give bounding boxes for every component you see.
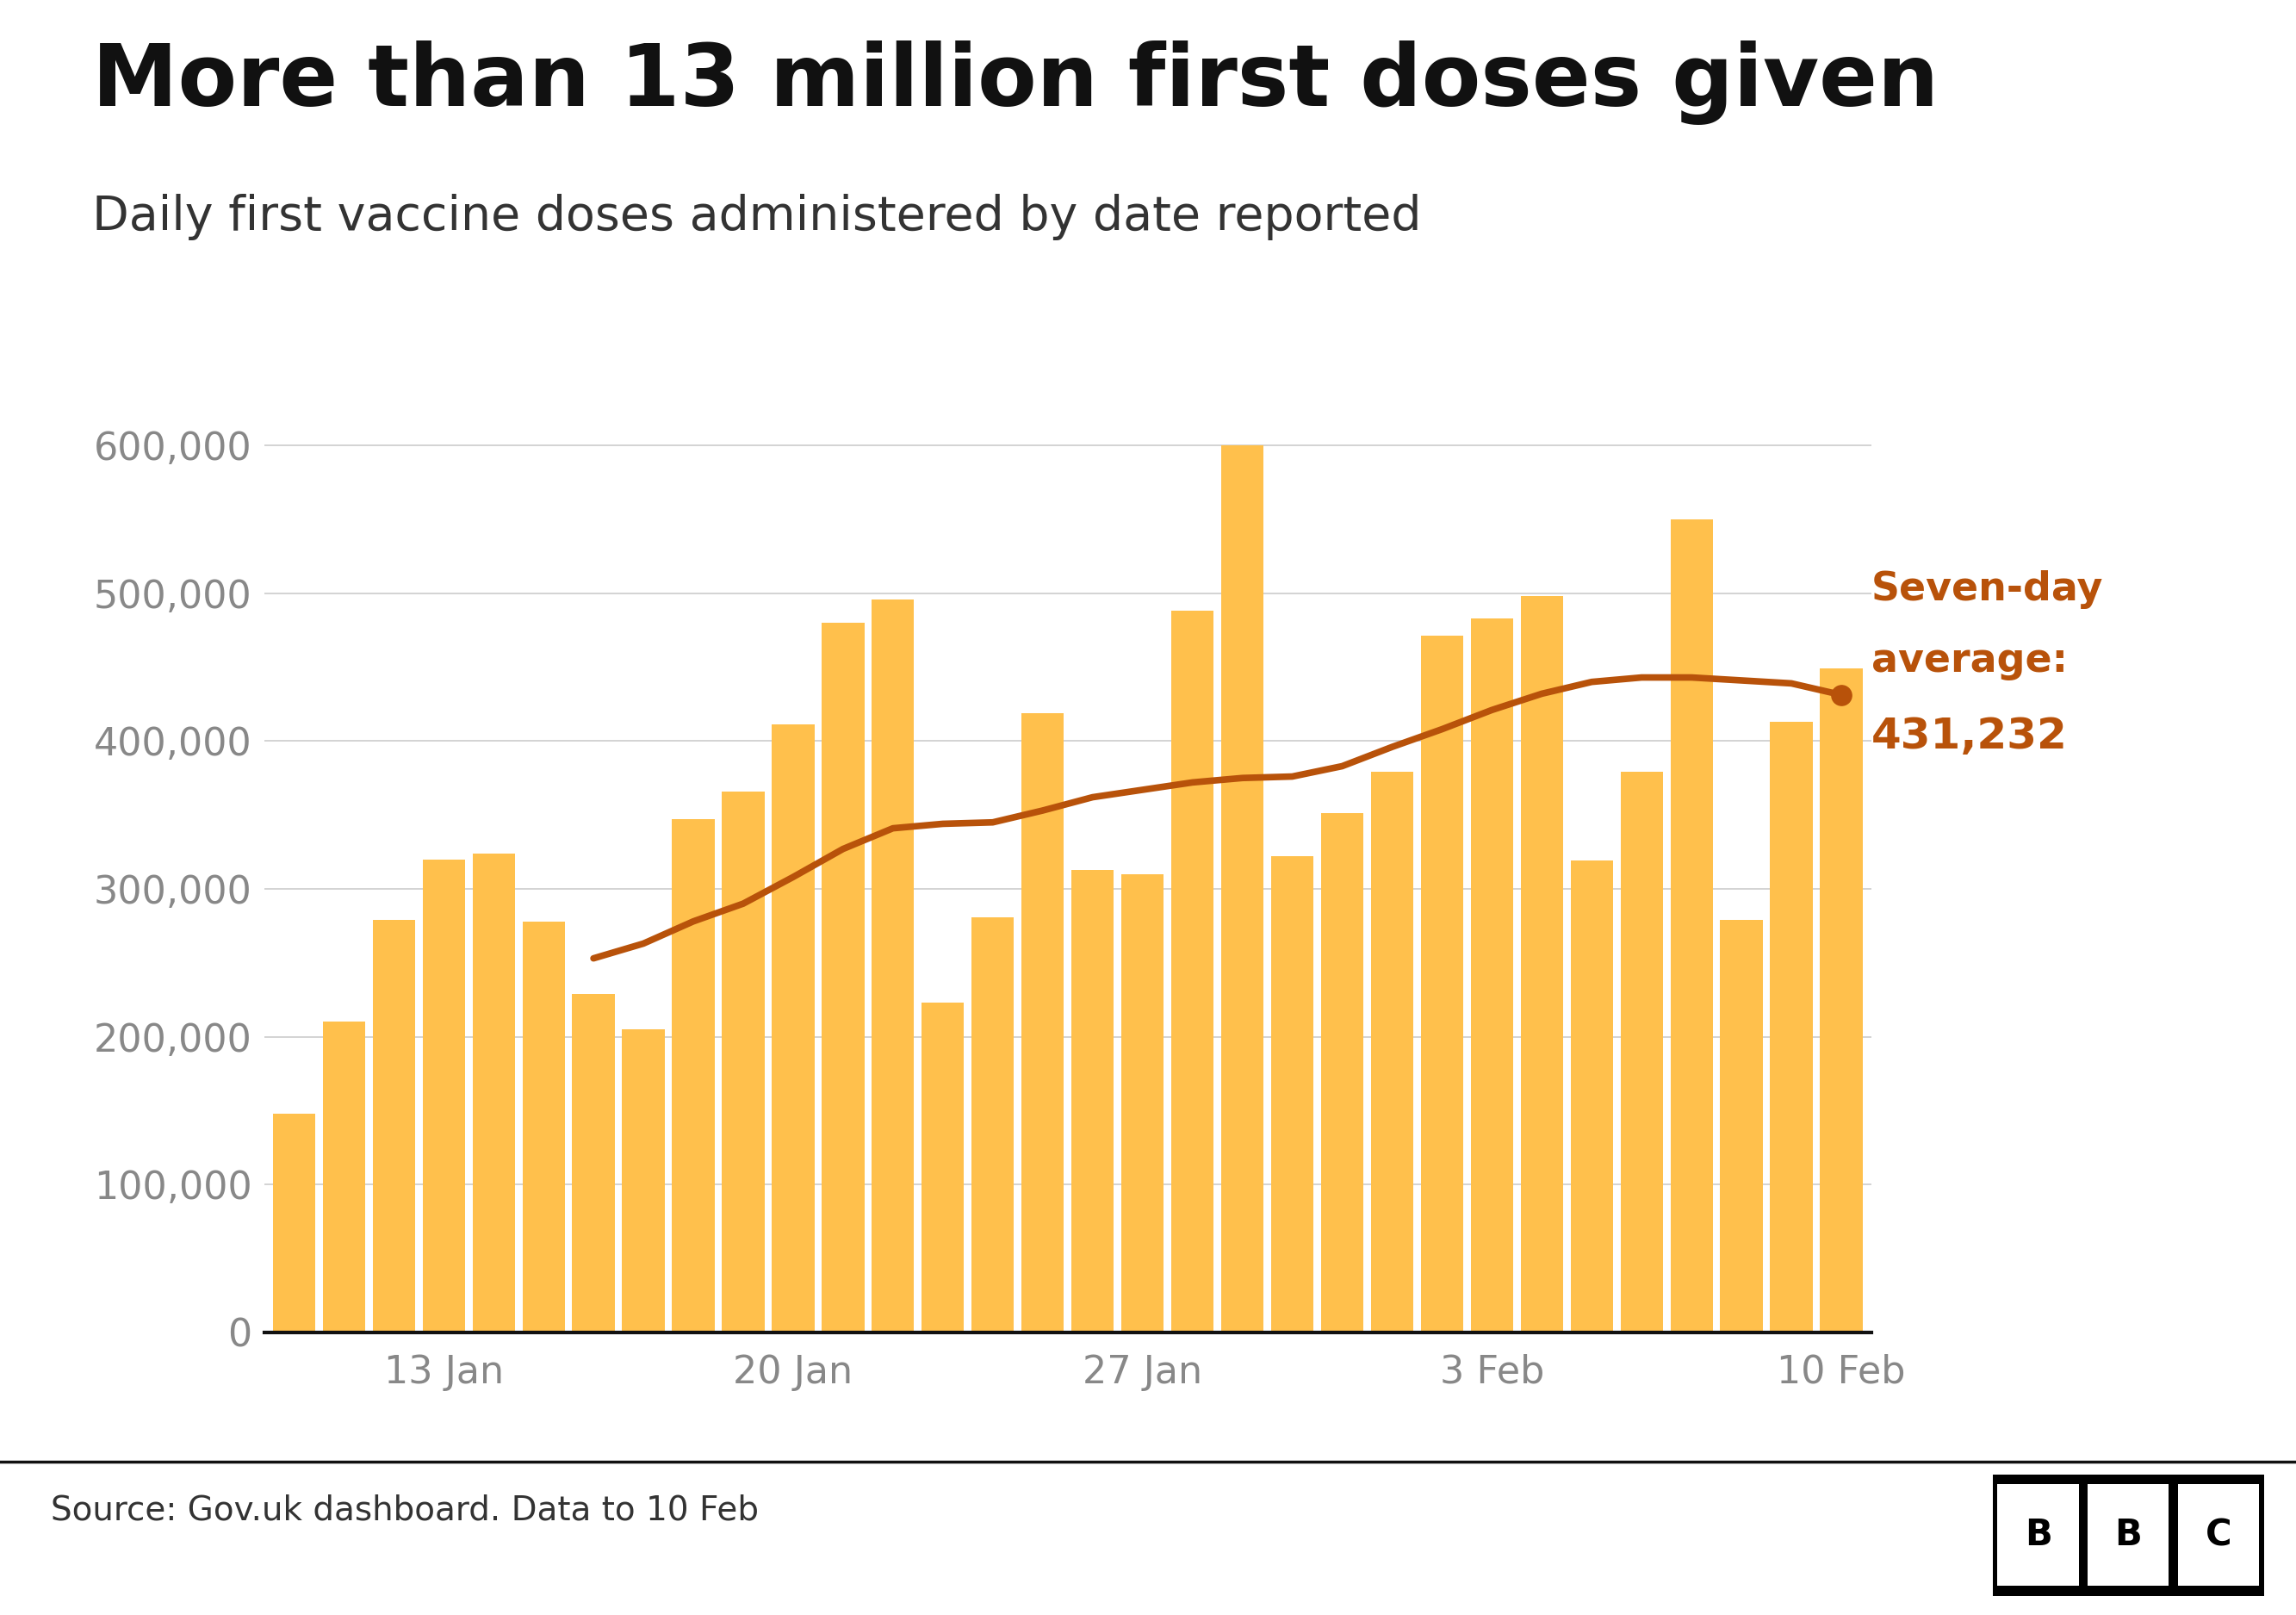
Bar xyxy=(1371,772,1414,1332)
Text: Source: Gov.uk dashboard. Data to 10 Feb: Source: Gov.uk dashboard. Data to 10 Feb xyxy=(51,1494,758,1526)
Bar xyxy=(1272,856,1313,1332)
Bar xyxy=(1421,636,1463,1332)
Bar xyxy=(1022,712,1063,1332)
Text: B: B xyxy=(2025,1516,2053,1554)
Text: Seven-day: Seven-day xyxy=(1871,570,2103,609)
Text: More than 13 million first doses given: More than 13 million first doses given xyxy=(92,40,1938,124)
Bar xyxy=(971,917,1015,1332)
Bar xyxy=(1171,610,1215,1332)
Bar xyxy=(1621,772,1662,1332)
Bar xyxy=(1472,619,1513,1332)
Text: Daily first vaccine doses administered by date reported: Daily first vaccine doses administered b… xyxy=(92,194,1421,241)
Bar xyxy=(1221,446,1263,1332)
Bar xyxy=(1520,596,1564,1332)
Bar xyxy=(1720,921,1763,1332)
Point xyxy=(1823,682,1860,707)
Bar xyxy=(673,819,714,1332)
Bar xyxy=(1821,669,1862,1332)
Text: C: C xyxy=(2206,1516,2232,1554)
Bar xyxy=(1320,814,1364,1332)
Bar xyxy=(1570,861,1612,1332)
Bar xyxy=(473,853,514,1332)
Text: average:: average: xyxy=(1871,641,2069,680)
Bar xyxy=(872,599,914,1332)
Bar xyxy=(273,1114,315,1332)
Bar xyxy=(622,1029,664,1332)
Bar xyxy=(422,859,464,1332)
Bar xyxy=(1120,874,1164,1332)
Bar xyxy=(572,993,615,1332)
Bar xyxy=(921,1003,964,1332)
Bar xyxy=(822,623,863,1332)
Text: B: B xyxy=(2115,1516,2142,1554)
Bar xyxy=(721,791,765,1332)
Bar xyxy=(1669,520,1713,1332)
Bar xyxy=(1072,869,1114,1332)
Bar xyxy=(324,1022,365,1332)
Bar xyxy=(771,725,815,1332)
Bar xyxy=(1770,722,1812,1332)
Bar xyxy=(523,922,565,1332)
Text: 431,232: 431,232 xyxy=(1871,715,2066,757)
Bar xyxy=(372,921,416,1332)
